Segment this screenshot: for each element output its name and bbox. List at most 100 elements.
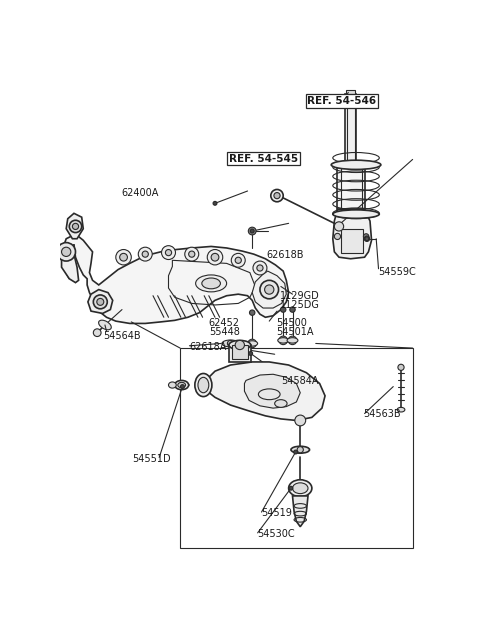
Circle shape [250, 229, 254, 233]
Polygon shape [201, 362, 325, 421]
Circle shape [93, 329, 101, 336]
Ellipse shape [178, 383, 186, 388]
Circle shape [335, 221, 344, 231]
Polygon shape [61, 247, 79, 282]
Ellipse shape [331, 160, 381, 169]
Circle shape [120, 254, 127, 261]
Circle shape [289, 486, 293, 490]
Circle shape [97, 299, 104, 306]
Ellipse shape [288, 480, 312, 497]
Circle shape [189, 251, 195, 257]
Bar [180, 348, 413, 548]
Text: 55448: 55448 [209, 327, 240, 337]
Circle shape [162, 246, 176, 259]
Circle shape [228, 340, 234, 347]
Circle shape [264, 285, 274, 294]
Ellipse shape [258, 389, 280, 400]
Text: REF. 54-546: REF. 54-546 [307, 96, 376, 106]
Ellipse shape [291, 446, 310, 453]
Circle shape [72, 223, 79, 229]
Circle shape [207, 250, 223, 265]
Ellipse shape [175, 381, 189, 390]
Circle shape [235, 257, 241, 263]
Text: 54564B: 54564B [103, 331, 141, 340]
Circle shape [213, 202, 217, 205]
Ellipse shape [278, 338, 288, 343]
Polygon shape [66, 213, 83, 239]
Circle shape [142, 251, 148, 257]
Circle shape [398, 364, 404, 370]
Circle shape [138, 247, 152, 261]
Circle shape [271, 189, 283, 202]
Circle shape [364, 236, 370, 241]
Text: 54559C: 54559C [378, 267, 416, 277]
Ellipse shape [196, 275, 227, 292]
Polygon shape [88, 290, 113, 313]
Text: 54530C: 54530C [257, 529, 295, 539]
Text: 54563B: 54563B [363, 409, 401, 419]
Ellipse shape [202, 278, 220, 289]
Circle shape [290, 307, 295, 312]
Text: 62618A: 62618A [190, 342, 227, 352]
Text: 62618B: 62618B [266, 250, 304, 260]
Circle shape [294, 450, 298, 454]
Circle shape [365, 237, 369, 241]
Polygon shape [244, 374, 300, 408]
Ellipse shape [397, 408, 405, 412]
Circle shape [211, 254, 219, 261]
Text: REF. 54-545: REF. 54-545 [229, 153, 299, 164]
Circle shape [274, 193, 280, 199]
Circle shape [180, 385, 184, 388]
Ellipse shape [98, 320, 111, 330]
Circle shape [231, 254, 245, 267]
Text: 54519: 54519 [261, 508, 292, 518]
Polygon shape [333, 209, 372, 259]
Ellipse shape [333, 210, 379, 218]
Circle shape [279, 336, 288, 345]
Text: 62400A: 62400A [121, 188, 159, 198]
Text: 54551D: 54551D [132, 454, 171, 464]
Ellipse shape [287, 338, 298, 343]
Bar [232, 345, 248, 359]
Circle shape [249, 352, 252, 356]
Text: 1129GD: 1129GD [280, 291, 320, 301]
Circle shape [57, 243, 75, 261]
Circle shape [250, 310, 255, 315]
Circle shape [116, 250, 132, 265]
Circle shape [185, 247, 199, 261]
Circle shape [363, 234, 369, 239]
Ellipse shape [222, 340, 239, 347]
Ellipse shape [195, 374, 212, 397]
Circle shape [61, 247, 71, 256]
Bar [337, 163, 365, 209]
Circle shape [248, 227, 256, 235]
Ellipse shape [247, 341, 258, 346]
Ellipse shape [292, 483, 308, 494]
Circle shape [253, 261, 267, 275]
Polygon shape [292, 496, 308, 526]
Circle shape [280, 307, 286, 312]
Ellipse shape [198, 377, 209, 393]
Bar [341, 229, 363, 252]
Bar [345, 94, 356, 163]
Circle shape [297, 447, 303, 453]
Circle shape [288, 336, 297, 345]
Circle shape [295, 415, 306, 426]
Circle shape [93, 295, 107, 309]
Circle shape [257, 265, 263, 271]
Circle shape [235, 340, 244, 350]
Circle shape [69, 220, 82, 232]
Circle shape [260, 281, 278, 299]
Text: 54501A: 54501A [276, 327, 314, 337]
Circle shape [166, 250, 172, 256]
Circle shape [248, 339, 256, 348]
Text: 1125DG: 1125DG [280, 300, 320, 311]
Text: 54500: 54500 [276, 318, 307, 327]
Polygon shape [61, 234, 288, 324]
Circle shape [335, 233, 340, 239]
Ellipse shape [168, 382, 176, 388]
Bar [346, 90, 355, 94]
Text: 62452: 62452 [209, 318, 240, 327]
Text: 54584A: 54584A [281, 376, 319, 386]
Ellipse shape [229, 340, 251, 350]
